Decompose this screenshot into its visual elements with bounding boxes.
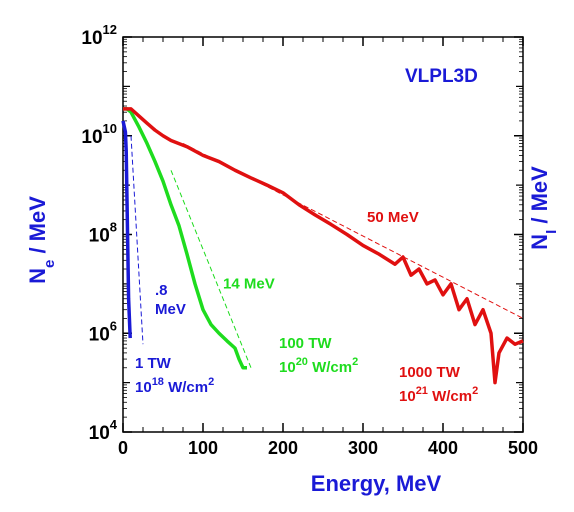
y-tick-base: 10	[81, 127, 102, 148]
annotation-1: 14 MeV	[223, 276, 275, 293]
y-left-base: N	[25, 268, 50, 284]
y-tick-base: 10	[89, 226, 110, 247]
series-line-1	[123, 107, 247, 370]
y-tick-base: 10	[89, 324, 110, 345]
y-left-rest: / MeV	[25, 196, 50, 260]
y-tick-base: 10	[89, 423, 110, 444]
x-tick-label: 0	[118, 438, 128, 458]
annotation-power-unit: W/cm	[308, 359, 352, 376]
y-tick-exp: 4	[110, 417, 118, 432]
annotation-power-exp2: 2	[472, 385, 478, 397]
y-tick-base: 10	[81, 28, 102, 49]
series-line-2	[123, 107, 524, 385]
y-left-sub: e	[41, 260, 58, 268]
y-tick-label: 106	[89, 318, 117, 345]
annotation-line: .8	[155, 282, 168, 299]
y-tick-label: 1010	[81, 121, 117, 148]
y-tick-exp: 10	[103, 121, 117, 136]
annotation-4: 100 TW 1020 W/cm2	[279, 335, 358, 376]
annotation-power-base: 10	[135, 379, 152, 396]
x-tick-label: 200	[268, 438, 298, 458]
y-tick-label: 108	[89, 220, 117, 247]
y-right-base: N	[527, 234, 552, 250]
y-tick-label: 104	[89, 417, 118, 444]
y-tick-exp: 12	[103, 22, 117, 37]
x-tick-label: 300	[348, 438, 378, 458]
annotation-power-exp2: 2	[208, 376, 214, 388]
annotation-2: 50 MeV	[367, 209, 419, 226]
annotation-power-unit: W/cm	[428, 388, 472, 405]
fit-line-0	[130, 135, 144, 345]
annotation-power-exp2: 2	[352, 356, 358, 368]
y-right-rest: / MeV	[527, 166, 552, 230]
annotation-0: .8 MeV	[155, 282, 186, 318]
x-tick-label: 100	[188, 438, 218, 458]
series-line-0	[121, 120, 132, 339]
annotation-line: 1000 TW	[399, 364, 461, 381]
annotation-3: 1 TW 1018 W/cm2	[135, 355, 214, 396]
y-tick-exp: 6	[110, 318, 117, 333]
y-right-sub: I	[543, 230, 560, 234]
y-axis-label-right: NI / MeV	[527, 166, 560, 250]
y-tick-label: 1012	[81, 22, 117, 49]
y-tick-exp: 8	[110, 220, 117, 235]
annotation-power-unit: W/cm	[164, 379, 208, 396]
y-axis-label-left: Ne / MeV	[25, 196, 58, 284]
chart-title: VLPL3D	[405, 66, 478, 87]
x-axis-label: Energy, MeV	[311, 471, 442, 496]
fit-line-1	[170, 170, 252, 368]
x-tick-label: 400	[428, 438, 458, 458]
annotation-power-exp: 18	[152, 376, 164, 388]
annotation-line: 100 TW	[279, 335, 332, 352]
annotation-line: 1 TW	[135, 355, 172, 372]
annotation-power-base: 10	[399, 388, 416, 405]
annotation-line: MeV	[155, 301, 186, 318]
annotation-line: 50 MeV	[367, 209, 419, 226]
annotation-line: 14 MeV	[223, 276, 275, 293]
annotation-5: 1000 TW 1021 W/cm2	[399, 364, 478, 405]
x-tick-label: 500	[508, 438, 538, 458]
annotation-power-exp: 21	[416, 385, 428, 397]
annotation-power-exp: 20	[296, 356, 308, 368]
annotation-power-base: 10	[279, 359, 296, 376]
